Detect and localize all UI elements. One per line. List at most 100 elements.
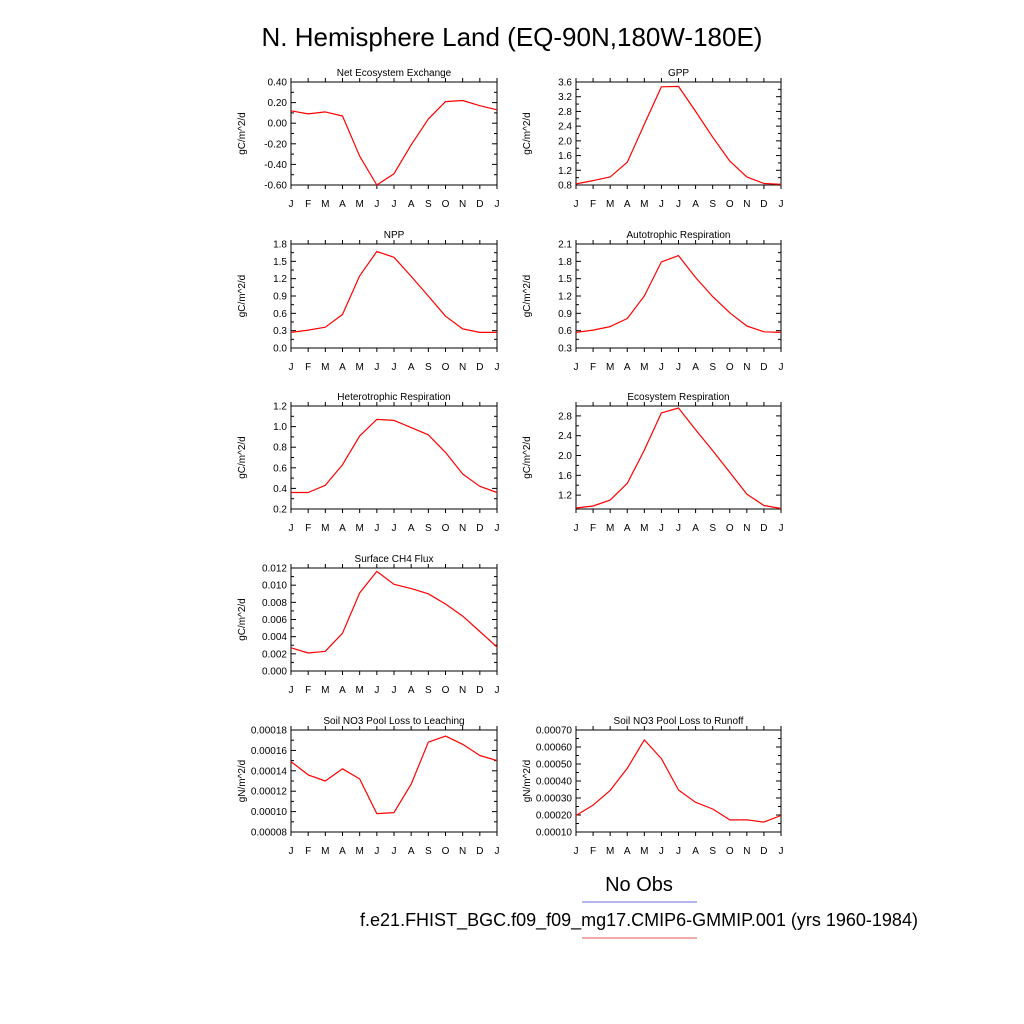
y-tick-label: 0.00020 [536,811,573,822]
x-tick-label: M [355,199,363,210]
plot-frame [575,405,782,510]
y-axis-label: gC/m^2/d [522,275,533,318]
y-tick-label: 0.3 [558,344,572,355]
plot-frame [575,81,782,186]
series-line [291,418,498,494]
y-tick-label: 0.00050 [536,760,573,771]
x-tick-label: O [442,685,450,696]
y-tick-label: 1.2 [273,274,287,285]
panel-title: NPP [384,230,405,241]
x-tick-label: M [606,362,614,373]
x-tick-label: A [408,523,415,534]
y-axis-label: gN/m^2/d [522,760,533,803]
x-tick-label: N [743,523,750,534]
x-tick-label: A [692,362,699,373]
series-line [575,407,782,510]
x-tick-label: D [476,685,483,696]
x-tick-label: N [743,362,750,373]
y-axis-label: gC/m^2/d [522,436,533,479]
x-tick-label: M [321,523,329,534]
x-tick-label: O [442,523,450,534]
x-tick-label: J [676,523,681,534]
y-tick-label: 0.00 [268,119,288,130]
y-tick-label: 0.8 [273,443,287,454]
series-line [290,99,498,186]
x-tick-label: M [606,523,614,534]
series-line [290,570,498,654]
x-tick-label: N [743,199,750,210]
x-tick-label: J [574,199,579,210]
x-tick-label: O [726,362,734,373]
y-axis-label: gC/m^2/d [237,112,248,155]
legend-label-model: f.e21.FHIST_BGC.f09_f09_mg17.CMIP6-GMMIP… [360,910,918,931]
x-tick-label: A [339,199,346,210]
y-tick-label: 0.00018 [251,726,288,737]
x-tick-label: A [692,199,699,210]
x-tick-label: D [476,362,483,373]
x-tick-label: A [339,685,346,696]
x-tick-label: F [590,846,596,857]
series-line [575,85,782,185]
series-line [290,735,498,815]
y-tick-label: 1.5 [273,257,287,268]
series-line [575,255,782,333]
y-tick-label: 0.8 [558,181,572,192]
y-tick-label: 0.4 [273,484,287,495]
y-tick-label: 0.00060 [536,743,573,754]
y-tick-label: -0.60 [264,181,287,192]
x-tick-label: J [495,523,500,534]
x-tick-label: J [779,199,784,210]
x-tick-label: O [442,362,450,373]
panel-1: Net Ecosystem Exchange gC/m^2/d 0.40 0.20 0.… [237,68,500,210]
x-tick-label: M [640,199,648,210]
x-tick-label: S [709,846,716,857]
x-tick-label: J [574,846,579,857]
y-tick-label: 0.6 [273,463,287,474]
y-tick-label: -0.20 [264,139,287,150]
x-tick-label: S [425,685,432,696]
x-tick-label: J [676,362,681,373]
y-tick-label: 0.008 [262,598,287,609]
x-tick-label: S [425,846,432,857]
x-tick-label: D [476,523,483,534]
y-tick-label: 0.00008 [251,828,288,839]
x-tick-label: A [692,523,699,534]
x-tick-label: M [321,362,329,373]
y-tick-label: 0.00040 [536,777,573,788]
y-axis-label: gC/m^2/d [237,275,248,318]
plot-frame [290,405,498,510]
x-tick-label: M [321,846,329,857]
x-tick-label: A [339,362,346,373]
x-tick-label: F [305,846,311,857]
x-tick-label: A [624,523,631,534]
x-tick-label: J [495,685,500,696]
y-tick-label: 0.00070 [536,726,573,737]
y-tick-label: 0.00030 [536,794,573,805]
x-tick-label: N [459,199,466,210]
y-tick-label: 0.2 [273,505,287,516]
y-tick-label: 0.3 [273,326,287,337]
x-tick-label: M [640,846,648,857]
figure-title: N. Hemisphere Land (EQ-90N,180W-180E) [262,22,763,52]
x-tick-label: J [495,199,500,210]
x-tick-label: A [408,685,415,696]
y-tick-label: 1.8 [273,240,287,251]
x-tick-label: J [374,846,379,857]
x-tick-label: F [305,199,311,210]
plot-frame [290,81,498,186]
x-tick-label: A [624,362,631,373]
x-tick-label: D [760,362,767,373]
y-tick-label: 3.2 [558,92,572,103]
panel-7: Surface CH4 Flux gC/m^2/d 0.012 0.010 0.008 0… [237,554,500,696]
x-tick-label: O [442,846,450,857]
x-tick-label: O [726,523,734,534]
x-tick-label: S [425,362,432,373]
y-tick-label: 0.012 [262,564,287,575]
x-tick-label: O [726,846,734,857]
x-tick-label: J [659,846,664,857]
x-tick-label: D [476,199,483,210]
plot-frame [575,729,782,833]
x-tick-label: A [339,846,346,857]
y-tick-label: 2.4 [558,122,572,133]
